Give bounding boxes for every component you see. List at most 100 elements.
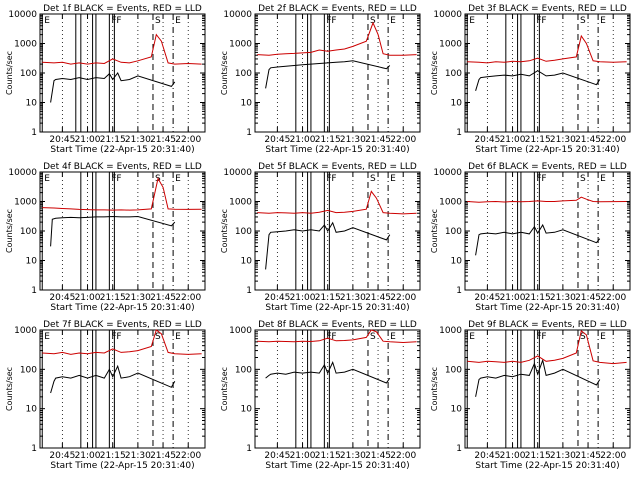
y-tick-label: 10000: [8, 168, 37, 178]
series-lld-line: [257, 329, 417, 344]
y-tick-label: 1000: [439, 40, 462, 50]
x-tick-label: 21:45: [575, 135, 601, 145]
y-tick-label: 10: [451, 257, 463, 267]
event-marker-label: F: [331, 174, 336, 184]
panel-title: Det 3f BLACK = Events, RED = LLD: [468, 4, 627, 14]
y-tick-label: 10: [26, 257, 38, 267]
panel-det-4: Det 4f BLACK = Events, RED = LLD Counts/s…: [5, 162, 206, 313]
y-tick-label: 1000: [439, 198, 462, 208]
series-lld-line: [467, 330, 627, 365]
x-tick-label: 21:45: [575, 293, 601, 303]
plot-frame: [464, 171, 631, 291]
x-axis-label: Start Time (22-Apr-15 20:31:40): [475, 145, 619, 155]
event-marker-label: S: [155, 332, 161, 342]
event-marker-label: F: [116, 16, 121, 26]
event-marker-label: S: [580, 174, 586, 184]
x-tick-label: 20:45: [474, 451, 500, 461]
x-tick-label: 21:30: [125, 135, 151, 145]
y-axis-label: Counts/sec: [430, 51, 439, 95]
y-tick-label: 1: [246, 128, 252, 138]
panel-title: Det 7f BLACK = Events, RED = LLD: [43, 320, 202, 330]
y-tick-label: 10000: [223, 10, 252, 20]
series-lld-line: [42, 329, 202, 355]
series-events-line: [475, 358, 601, 397]
x-tick-label: 21:15: [315, 135, 341, 145]
x-tick-label: 20:45: [474, 293, 500, 303]
panel-det-5: Det 5f BLACK = Events, RED = LLD Counts/s…: [220, 162, 421, 313]
x-tick-label: 22:00: [175, 451, 201, 461]
x-tick-label: 22:00: [600, 451, 626, 461]
y-tick-label: 1: [456, 286, 462, 296]
x-tick-label: 22:00: [600, 135, 626, 145]
y-tick-label: 10: [241, 257, 253, 267]
y-axis-label: Counts/sec: [5, 367, 14, 411]
x-axis-label: Start Time (22-Apr-15 20:31:40): [265, 303, 409, 313]
y-tick-label: 1000: [229, 40, 252, 50]
event-marker-label: E: [175, 332, 181, 342]
event-marker-label: S: [370, 332, 376, 342]
x-axis-label: Start Time (22-Apr-15 20:31:40): [265, 461, 409, 471]
x-tick-label: 21:30: [340, 451, 366, 461]
panel-title: Det 6f BLACK = Events, RED = LLD: [468, 162, 627, 172]
x-tick-label: 21:15: [525, 135, 551, 145]
event-marker-label: E: [44, 174, 50, 184]
x-axis-label: Start Time (22-Apr-15 20:31:40): [475, 461, 619, 471]
y-tick-label: 10: [451, 405, 463, 415]
panel-title: Det 5f BLACK = Events, RED = LLD: [258, 162, 417, 172]
x-tick-label: 21:00: [290, 451, 316, 461]
y-tick-label: 10: [26, 405, 38, 415]
y-tick-label: 10: [241, 405, 253, 415]
event-marker-label: F: [331, 16, 336, 26]
y-axis-label: Counts/sec: [220, 209, 229, 253]
series-events-line: [50, 72, 176, 103]
x-tick-label: 21:15: [100, 451, 126, 461]
x-tick-label: 22:00: [390, 451, 416, 461]
event-marker-label: E: [390, 16, 396, 26]
x-axis-label: Start Time (22-Apr-15 20:31:40): [475, 303, 619, 313]
x-tick-label: 20:45: [264, 293, 290, 303]
x-axis-label: Start Time (22-Apr-15 20:31:40): [265, 145, 409, 155]
x-axis-label: Start Time (22-Apr-15 20:31:40): [50, 461, 194, 471]
panel-det-7: Det 7f BLACK = Events, RED = LLD Counts/s…: [5, 320, 206, 471]
x-tick-label: 22:00: [390, 135, 416, 145]
y-axis-label: Counts/sec: [220, 367, 229, 411]
series-events-line: [475, 70, 601, 91]
panel-det-1: Det 1f BLACK = Events, RED = LLD Counts/s…: [5, 4, 206, 155]
series-lld-line: [257, 21, 417, 56]
x-tick-label: 21:45: [150, 451, 176, 461]
event-marker-label: S: [580, 16, 586, 26]
y-tick-label: 100: [20, 69, 37, 79]
x-tick-label: 21:30: [550, 135, 576, 145]
event-marker-label: E: [469, 332, 475, 342]
y-tick-label: 100: [445, 69, 462, 79]
panel-det-6: Det 6f BLACK = Events, RED = LLD Counts/s…: [430, 162, 631, 313]
x-tick-label: 21:45: [365, 293, 391, 303]
x-tick-label: 21:00: [75, 293, 101, 303]
y-tick-label: 100: [235, 227, 252, 237]
y-tick-label: 1000: [14, 326, 37, 336]
x-tick-label: 21:30: [550, 451, 576, 461]
event-marker-label: E: [44, 16, 50, 26]
plot-frame: [464, 13, 631, 133]
x-tick-label: 22:00: [600, 293, 626, 303]
panel-det-2: Det 2f BLACK = Events, RED = LLD Counts/s…: [220, 4, 421, 155]
plot-frame: [39, 171, 206, 291]
event-marker-label: E: [390, 174, 396, 184]
series-lld-line: [467, 34, 627, 64]
x-tick-label: 21:30: [340, 293, 366, 303]
event-marker-label: F: [541, 332, 546, 342]
x-tick-label: 21:00: [500, 135, 526, 145]
event-marker-label: S: [370, 16, 376, 26]
y-tick-label: 100: [445, 227, 462, 237]
y-tick-label: 100: [445, 365, 462, 375]
event-marker-label: E: [600, 174, 606, 184]
event-marker-label: E: [44, 332, 50, 342]
x-tick-label: 21:30: [125, 451, 151, 461]
plot-frame: [254, 171, 421, 291]
x-tick-label: 21:45: [365, 451, 391, 461]
event-marker-label: F: [331, 332, 336, 342]
x-tick-label: 21:15: [100, 293, 126, 303]
x-tick-label: 21:15: [100, 135, 126, 145]
y-axis-label: Counts/sec: [430, 209, 439, 253]
